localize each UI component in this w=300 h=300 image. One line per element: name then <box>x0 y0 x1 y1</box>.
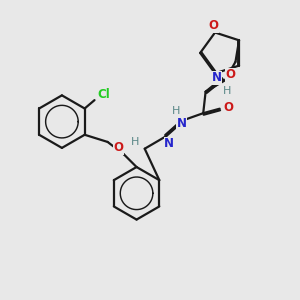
Text: N: N <box>177 117 187 130</box>
Text: H: H <box>172 106 181 116</box>
Text: N: N <box>212 71 222 84</box>
Text: Cl: Cl <box>97 88 110 101</box>
Text: O: O <box>114 141 124 154</box>
Text: H: H <box>223 86 232 96</box>
Text: O: O <box>225 68 236 81</box>
Text: H: H <box>131 137 139 147</box>
Text: O: O <box>208 20 218 32</box>
Text: O: O <box>223 101 233 114</box>
Text: N: N <box>164 137 174 150</box>
